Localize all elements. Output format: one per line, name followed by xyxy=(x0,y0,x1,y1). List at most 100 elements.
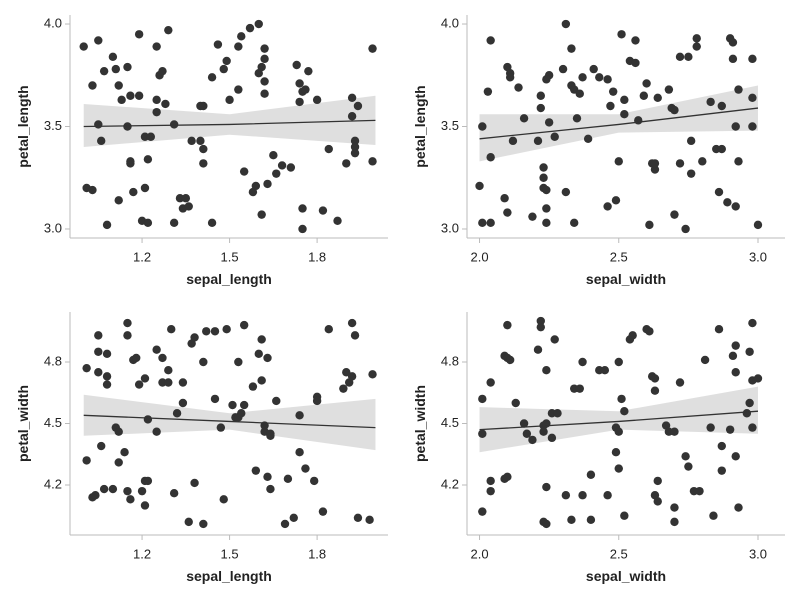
data-point xyxy=(653,93,662,103)
data-point xyxy=(620,110,629,119)
data-point xyxy=(519,114,529,123)
data-point xyxy=(603,491,612,500)
data-point xyxy=(368,157,377,166)
data-point xyxy=(257,335,266,344)
y-tick-label: 3.5 xyxy=(441,118,459,133)
data-point xyxy=(486,218,495,228)
data-point xyxy=(309,476,319,486)
data-point xyxy=(505,73,515,82)
data-point xyxy=(140,501,150,510)
confidence-band xyxy=(83,394,376,451)
data-point xyxy=(731,368,740,377)
data-point xyxy=(196,136,205,146)
data-point xyxy=(234,357,243,367)
data-point xyxy=(342,368,351,377)
data-point xyxy=(202,327,211,336)
data-point xyxy=(731,202,740,211)
data-point xyxy=(700,355,710,365)
data-point xyxy=(478,429,487,438)
data-point xyxy=(219,495,228,504)
data-point xyxy=(642,79,651,88)
data-point xyxy=(745,398,754,408)
data-point xyxy=(333,216,342,225)
data-point xyxy=(528,435,537,445)
data-point xyxy=(528,212,537,221)
confidence-band xyxy=(479,85,758,162)
y-tick-label: 3.0 xyxy=(441,220,459,235)
data-point xyxy=(347,372,357,381)
data-point xyxy=(260,77,269,86)
data-point xyxy=(539,173,548,182)
data-point xyxy=(533,136,543,146)
data-point xyxy=(714,325,724,334)
data-point xyxy=(190,478,199,488)
data-point xyxy=(350,331,360,340)
data-point xyxy=(575,384,584,393)
data-point xyxy=(503,208,512,217)
data-point xyxy=(342,159,351,168)
data-point xyxy=(536,316,545,326)
data-point xyxy=(347,112,357,121)
data-point xyxy=(748,93,757,103)
data-point xyxy=(486,36,495,45)
data-point xyxy=(706,97,715,107)
data-point xyxy=(123,62,132,72)
data-point xyxy=(219,64,228,74)
data-point xyxy=(578,357,587,367)
data-point xyxy=(146,132,156,141)
y-axis-label: petal_width xyxy=(15,385,31,462)
data-point xyxy=(709,511,718,520)
x-axis-label: sepal_width xyxy=(586,271,666,287)
panel: 1.2 1.5 1.8 3.0 3.5 4.0 sepal_length petal_leng… xyxy=(15,15,388,287)
data-point xyxy=(123,331,132,340)
data-point xyxy=(143,415,153,424)
data-point xyxy=(734,85,743,94)
data-point xyxy=(478,218,487,228)
data-point xyxy=(164,366,173,375)
x-tick-label: 1.2 xyxy=(133,546,151,561)
data-point xyxy=(263,179,272,189)
data-point xyxy=(536,322,545,332)
data-point xyxy=(603,202,612,211)
data-point xyxy=(152,427,161,436)
data-point xyxy=(650,165,660,174)
data-point xyxy=(508,136,518,146)
data-point xyxy=(251,466,261,475)
data-point xyxy=(617,394,626,404)
data-point xyxy=(152,345,161,354)
data-point xyxy=(216,423,226,432)
data-point xyxy=(728,351,738,361)
data-point xyxy=(478,394,487,404)
data-point xyxy=(542,519,551,529)
y-tick-label: 4.2 xyxy=(44,476,62,491)
data-point xyxy=(503,472,512,481)
data-point xyxy=(222,56,231,66)
data-point xyxy=(692,42,701,51)
data-point xyxy=(88,185,97,195)
data-point xyxy=(717,101,726,111)
data-point xyxy=(542,366,551,375)
data-point xyxy=(108,484,118,494)
data-point xyxy=(731,452,740,461)
data-point xyxy=(298,224,307,234)
data-point xyxy=(483,87,493,96)
data-point xyxy=(134,380,144,389)
data-point xyxy=(91,491,100,500)
data-point xyxy=(550,132,559,141)
data-point xyxy=(353,513,363,522)
data-point xyxy=(239,167,249,176)
data-point xyxy=(561,187,571,197)
x-tick-label: 1.5 xyxy=(221,249,239,264)
data-point xyxy=(301,464,310,473)
data-point xyxy=(653,497,662,506)
data-point xyxy=(695,486,704,496)
data-point xyxy=(169,218,179,228)
data-point xyxy=(272,169,281,178)
data-point xyxy=(82,363,91,373)
data-point xyxy=(505,355,515,365)
y-tick-label: 4.8 xyxy=(44,353,62,368)
data-point xyxy=(586,515,596,525)
data-point xyxy=(539,427,548,436)
data-point xyxy=(675,378,685,387)
data-point xyxy=(312,95,322,105)
